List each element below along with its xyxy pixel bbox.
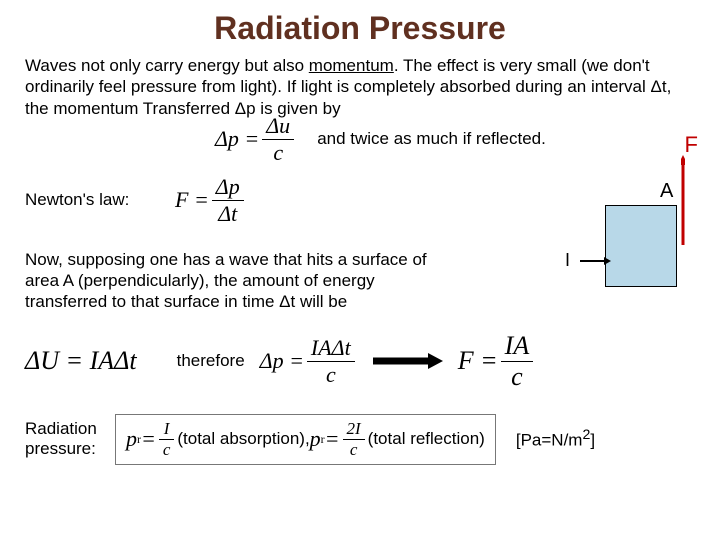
surface-rect <box>605 205 677 287</box>
eq-dp2-den: c <box>307 362 355 388</box>
eq-dp2-lhs: Δp = <box>260 348 304 374</box>
eq-newton-den: Δt <box>212 201 244 227</box>
pr-abs-text: (total absorption), <box>177 429 309 449</box>
pr-eq-1: = <box>141 426 156 452</box>
eq-newton-lhs: F = <box>175 187 209 213</box>
eq-newton-num: Δp <box>212 174 244 201</box>
surface-diagram: A I <box>565 180 695 300</box>
eq-force-den: c <box>501 362 534 392</box>
newton-label: Newton's law: <box>25 190 175 210</box>
eq-energy: ΔU = IAΔt <box>25 346 137 376</box>
force-f-label: F <box>685 132 698 158</box>
pr-frac-2: 2I c <box>343 419 365 460</box>
pr-sym-2: p <box>310 426 321 452</box>
therefore-label: therefore <box>177 351 245 371</box>
eq-dp2-num: IAΔt <box>307 335 355 362</box>
pr-den-2: c <box>343 440 365 460</box>
intensity-i-label: I <box>565 250 570 271</box>
eq-force-lhs: F = <box>458 346 498 376</box>
eq-newton-frac: Δp Δt <box>212 174 244 227</box>
pr-den-1: c <box>159 440 175 460</box>
rad-label-line2: pressure: <box>25 439 96 458</box>
intro-paragraph: Waves not only carry energy but also mom… <box>25 55 695 119</box>
eq-dp-frac: Δu c <box>262 113 294 166</box>
eq-dp-den: c <box>262 140 294 166</box>
pr-refl-text: (total reflection) <box>368 429 485 449</box>
pr-frac-1: I c <box>159 419 175 460</box>
rad-label-line1: Radiation <box>25 419 97 438</box>
eq-force-num: IA <box>501 331 534 362</box>
page-title: Radiation Pressure <box>25 10 695 47</box>
eq-dp2-frac: IAΔt c <box>307 335 355 388</box>
implies-arrow-icon <box>373 351 443 371</box>
eq-force-frac: IA c <box>501 331 534 392</box>
reflected-note: and twice as much if reflected. <box>317 129 546 149</box>
area-a-label: A <box>660 180 673 203</box>
units-text: [Pa=N/m <box>516 431 583 450</box>
eq-dp-num: Δu <box>262 113 294 140</box>
pr-eq-2: = <box>325 426 340 452</box>
pressure-formula-box: pr = I c (total absorption), pr = 2I c (… <box>115 414 496 465</box>
intro-text-a: Waves not only carry energy but also <box>25 56 309 75</box>
pr-sym-1: p <box>126 426 137 452</box>
units-label: [Pa=N/m2] <box>516 427 595 451</box>
pr-num-2: 2I <box>343 419 365 440</box>
surface-paragraph: Now, supposing one has a wave that hits … <box>25 249 445 313</box>
radiation-pressure-label: Radiation pressure: <box>25 419 115 460</box>
intensity-arrow-icon <box>580 260 605 262</box>
pr-num-1: I <box>159 419 175 440</box>
momentum-emphasis: momentum <box>309 56 394 75</box>
units-close: ] <box>590 431 595 450</box>
eq-dp-lhs: Δp = <box>215 126 259 152</box>
